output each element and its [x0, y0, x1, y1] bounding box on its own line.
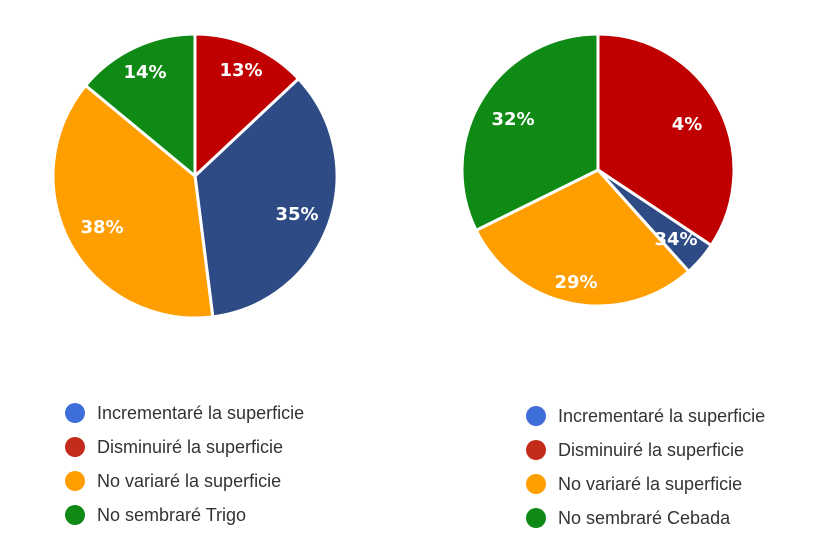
slice-percent-label: 4%: [672, 114, 703, 135]
slice-percent-label: 34%: [654, 229, 697, 250]
legend-label: No variaré la superficie: [558, 473, 743, 494]
pie-slice: [84, 32, 197, 178]
legend-label: No sembraré Trigo: [97, 504, 247, 525]
pie-slice: [193, 77, 339, 319]
legend-cebada: Incrementaré la superficie Disminuiré la…: [526, 399, 765, 535]
slice-percent-label: 29%: [554, 272, 597, 293]
legend-label: Disminuiré la superficie: [97, 436, 284, 457]
legend-label: Incrementaré la superficie: [97, 402, 305, 423]
pie-chart-trigo: 35% 13% 38% 14%: [51, 32, 339, 320]
legend-item: Disminuiré la superficie: [526, 433, 765, 467]
legend-swatch: [65, 505, 85, 525]
legend-item: Incrementaré la superficie: [526, 399, 765, 433]
legend-swatch: [65, 403, 85, 423]
pie-chart-cebada: 4% 34% 29% 32%: [460, 32, 736, 308]
legend-trigo: Incrementaré la superficie Disminuiré la…: [65, 396, 304, 532]
slice-percent-label: 14%: [123, 62, 166, 83]
legend-item: Disminuiré la superficie: [65, 430, 304, 464]
pie-slice: [193, 32, 301, 178]
legend-item: No sembraré Trigo: [65, 498, 304, 532]
pie-slice: [460, 32, 600, 232]
slice-percent-label: 13%: [219, 60, 262, 81]
slice-percent-label: 32%: [491, 109, 534, 130]
legend-item: No variaré la superficie: [526, 467, 765, 501]
pie-slice: [474, 168, 691, 308]
legend-swatch: [526, 406, 546, 426]
legend-label: No sembraré Cebada: [558, 507, 731, 528]
legend-label: Disminuiré la superficie: [558, 439, 745, 460]
legend-label: No variaré la superficie: [97, 470, 282, 491]
legend-swatch: [65, 471, 85, 491]
legend-item: Incrementaré la superficie: [65, 396, 304, 430]
slice-percent-label: 35%: [275, 204, 318, 225]
legend-swatch: [526, 508, 546, 528]
pie-slice: [51, 83, 215, 320]
legend-item: No variaré la superficie: [65, 464, 304, 498]
slice-percent-label: 38%: [80, 217, 123, 238]
legend-item: No sembraré Cebada: [526, 501, 765, 535]
legend-swatch: [526, 474, 546, 494]
legend-swatch: [526, 440, 546, 460]
legend-label: Incrementaré la superficie: [558, 405, 766, 426]
legend-swatch: [65, 437, 85, 457]
